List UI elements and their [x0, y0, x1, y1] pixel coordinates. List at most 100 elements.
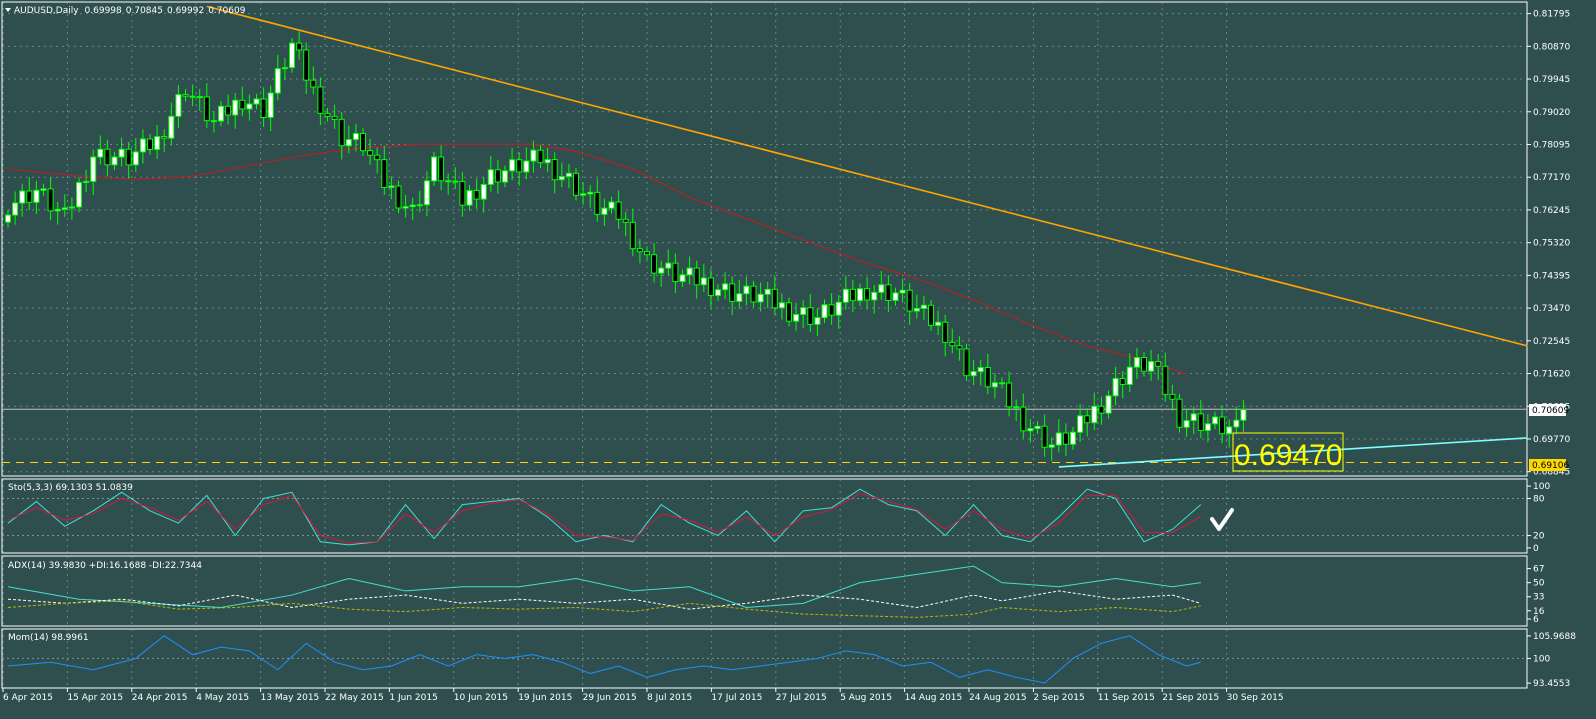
x-axis-ticks: 6 Apr 2015 15 Apr 2015 24 Apr 2015 4 May 20…: [2, 688, 1284, 703]
candle-body: [1183, 420, 1190, 428]
candle-body: [622, 218, 629, 223]
candle-body: [935, 321, 942, 326]
candle-body: [956, 345, 963, 350]
checkmark-icon: [1210, 508, 1234, 531]
candle-body: [1126, 366, 1133, 386]
candle-body: [722, 283, 729, 291]
y-tick-label: 67: [1533, 565, 1544, 575]
candle-body: [842, 288, 849, 303]
candle-body: [388, 185, 395, 188]
candle-body: [800, 307, 807, 315]
candle-body: [665, 262, 672, 269]
candle-body: [1212, 416, 1218, 425]
y-tick-label: 0.75320: [1533, 239, 1570, 249]
candle-body: [210, 120, 217, 123]
candle-body: [750, 285, 757, 303]
candle-body: [1098, 405, 1105, 414]
x-tick-label: 10 Jun 2015: [454, 693, 508, 703]
x-tick-label: 5 Aug 2015: [840, 693, 892, 703]
candle-body: [544, 159, 551, 164]
y-tick-label: 0.81795: [1533, 10, 1570, 20]
candle-body: [558, 176, 565, 181]
candle-body: [12, 202, 19, 216]
y-tick-label: 6: [1533, 615, 1539, 625]
current-price-label: 0.70609: [1532, 406, 1569, 416]
candle-body: [1204, 423, 1211, 431]
x-tick-label: 14 Aug 2015: [905, 693, 963, 703]
candle-body: [580, 193, 587, 196]
candle-body: [1034, 425, 1041, 430]
candle-body: [686, 267, 693, 276]
y-tick-label: 0.79945: [1533, 75, 1570, 85]
y-tick-label: 0: [1533, 544, 1539, 554]
candle-body: [76, 182, 82, 208]
candle-body: [608, 201, 615, 209]
candle-body: [644, 251, 650, 256]
candle-body: [651, 254, 658, 274]
candle-body: [864, 288, 871, 301]
support-price-label: 0.69106: [1532, 461, 1569, 471]
moving-average: [7, 143, 1187, 375]
indicator-line-momentum: [7, 635, 1201, 684]
y-tick-label: 0.77170: [1533, 173, 1570, 183]
candle-body: [154, 136, 161, 150]
candle-body: [225, 105, 232, 116]
candle-body: [402, 206, 409, 209]
x-tick-label: 19 Jun 2015: [518, 693, 572, 703]
candle-body: [786, 302, 792, 322]
candle-body: [274, 68, 281, 94]
stochastic-title: Sto(5,3,3) 69.1303 51.0839: [8, 483, 133, 493]
candle-body: [636, 248, 643, 253]
candle-body: [537, 149, 544, 164]
candle-body: [381, 159, 388, 188]
candle-body: [1148, 361, 1155, 372]
candle-body: [331, 115, 338, 120]
y-tick-label: 33: [1533, 593, 1544, 603]
candle-body: [757, 293, 764, 303]
trend-lines: [206, 5, 1528, 468]
candle-body: [530, 149, 537, 162]
candle-body: [54, 208, 61, 212]
candle-body: [5, 214, 11, 223]
y-tick-label: 0.79020: [1533, 108, 1570, 118]
current-price-tag: [1529, 404, 1566, 416]
indicator-line-di: [7, 590, 1201, 610]
candle-body: [168, 115, 175, 139]
candle-body: [281, 67, 288, 70]
candle-body: [189, 95, 196, 98]
candle-body: [715, 289, 721, 297]
candle-body: [1027, 428, 1034, 432]
candle-body: [793, 313, 800, 322]
candle-body: [40, 188, 47, 191]
y-tick-label: 80: [1533, 494, 1545, 504]
dropdown-triangle-icon[interactable]: [5, 8, 11, 12]
x-tick-label: 24 Aug 2015: [969, 693, 1027, 703]
candle-body: [523, 160, 530, 173]
candle-body: [139, 138, 146, 153]
candle-body: [1169, 393, 1176, 400]
candle-body: [672, 262, 679, 283]
candle-body: [509, 159, 516, 172]
candle-body: [991, 382, 998, 388]
x-tick-label: 22 May 2015: [325, 693, 384, 703]
candle-body: [345, 139, 352, 147]
candle-body: [615, 201, 622, 220]
y-tick-label: 16: [1533, 607, 1545, 617]
downtrend-line: [206, 5, 1528, 347]
candle-body: [1176, 398, 1183, 428]
candlesticks: [5, 31, 1247, 462]
x-tick-label: 30 Sep 2015: [1227, 693, 1284, 703]
candle-body: [1091, 405, 1098, 424]
candle-body: [764, 288, 771, 295]
candle-body: [928, 304, 934, 326]
candle-body: [601, 207, 608, 215]
candle-body: [466, 189, 473, 206]
ohlc-close: 0.70609: [208, 6, 245, 16]
candle-body: [83, 180, 90, 184]
candle-body: [1133, 357, 1140, 368]
candle-body: [26, 190, 33, 203]
y-tick-label: 0.80870: [1533, 42, 1570, 52]
momentum-title: Mom(14) 98.9961: [8, 633, 89, 643]
support-trend-line: [1058, 437, 1528, 468]
